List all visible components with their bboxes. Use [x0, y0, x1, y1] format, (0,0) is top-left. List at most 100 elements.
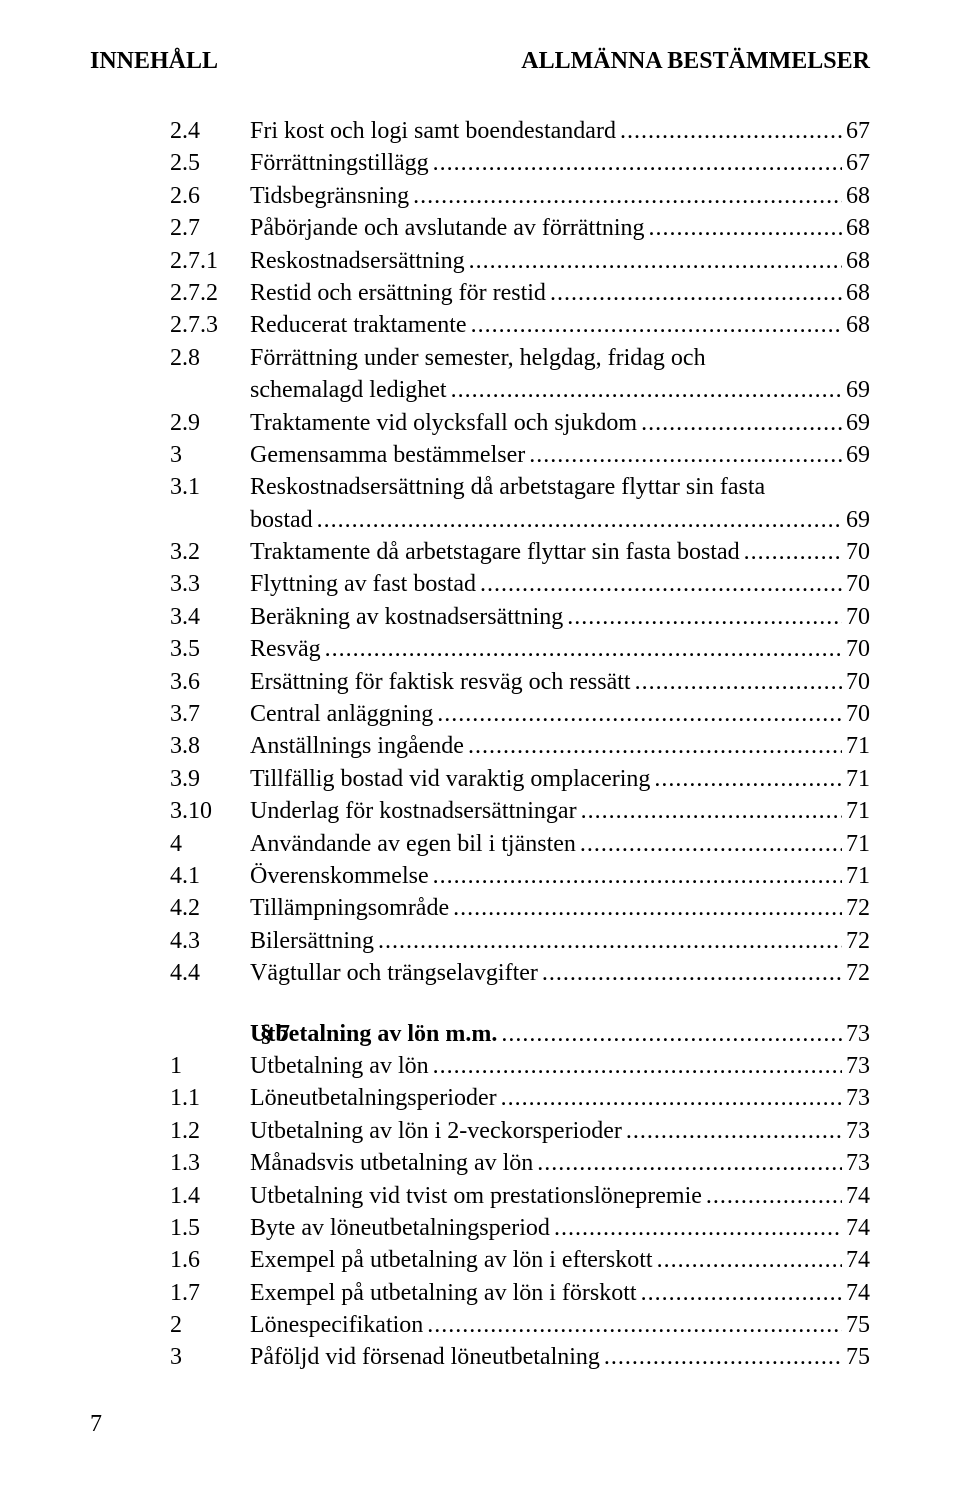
toc-number: 1.5	[170, 1212, 250, 1244]
toc-title-wrap: Exempel på utbetalning av lön i eftersko…	[250, 1244, 870, 1276]
toc-entry: 2.8Förrättning under semester, helgdag, …	[170, 342, 870, 407]
toc-entry: 2.7.2Restid och ersättning för restid 68	[170, 277, 870, 309]
toc-number: 2.4	[170, 115, 250, 147]
toc-title: Tidsbegränsning	[250, 180, 409, 212]
toc-title: Anställnings ingående	[250, 730, 464, 762]
toc-page: 73	[846, 1115, 870, 1147]
toc-title: Byte av löneutbetalningsperiod	[250, 1212, 550, 1244]
toc-number: 1.3	[170, 1147, 250, 1179]
toc-page: 74	[846, 1180, 870, 1212]
toc-page: 72	[846, 957, 870, 989]
toc-title: Central anläggning	[250, 698, 433, 730]
toc-title-wrap: Underlag för kostnadsersättningar 71	[250, 795, 870, 827]
toc-number: 1.7	[170, 1277, 250, 1309]
toc-title-wrap: Reskostnadsersättning då arbetstagare fl…	[250, 471, 870, 536]
toc-leader	[744, 536, 842, 568]
toc-title-wrap: Traktamente vid olycksfall och sjukdom 6…	[250, 407, 870, 439]
toc-entry: 1.3Månadsvis utbetalning av lön 73	[170, 1147, 870, 1179]
toc-title-wrap: Gemensamma bestämmelser 69	[250, 439, 870, 471]
toc-page: 69	[846, 407, 870, 439]
toc-leader	[537, 1147, 842, 1179]
toc-title: Tillämpningsområde	[250, 892, 449, 924]
toc-title-line2: bostad 69	[250, 504, 870, 536]
toc-number: 3.4	[170, 601, 250, 633]
toc-entry: 1.6Exempel på utbetalning av lön i efter…	[170, 1244, 870, 1276]
toc-entry: 4.2Tillämpningsområde 72	[170, 892, 870, 924]
toc-title: Tillfällig bostad vid varaktig omplaceri…	[250, 763, 650, 795]
toc-title-wrap: Traktamente då arbetstagare flyttar sin …	[250, 536, 870, 568]
toc-title-wrap: Lönespecifikation 75	[250, 1309, 870, 1341]
toc-number: 4.2	[170, 892, 250, 924]
toc-title: Traktamente då arbetstagare flyttar sin …	[250, 536, 740, 568]
toc-leader	[604, 1341, 842, 1373]
toc-leader	[554, 1212, 842, 1244]
toc-title: Lönespecifikation	[250, 1309, 423, 1341]
toc-title-wrap: Utbetalning av lön m.m. 73	[250, 1018, 870, 1050]
toc-page: 67	[846, 147, 870, 179]
toc-page: 73	[846, 1050, 870, 1082]
toc-entry: 1Utbetalning av lön 73	[170, 1050, 870, 1082]
toc-number: 3	[170, 439, 250, 471]
toc-title: Reskostnadsersättning	[250, 245, 465, 277]
toc-leader	[325, 633, 842, 665]
toc-leader	[542, 957, 842, 989]
toc-title: Exempel på utbetalning av lön i förskott	[250, 1277, 637, 1309]
toc-page: 68	[846, 245, 870, 277]
toc-leader	[501, 1082, 842, 1114]
toc-number: 3.9	[170, 763, 250, 795]
toc-title-wrap: Tillämpningsområde 72	[250, 892, 870, 924]
toc-title-wrap: Användande av egen bil i tjänsten 71	[250, 828, 870, 860]
toc-number: 1.4	[170, 1180, 250, 1212]
toc-leader	[433, 147, 842, 179]
toc-entry: 3.8Anställnings ingående 71	[170, 730, 870, 762]
toc-page: 72	[846, 892, 870, 924]
toc-title: Påföljd vid försenad löneutbetalning	[250, 1341, 600, 1373]
toc-page: 68	[846, 277, 870, 309]
toc-leader	[471, 309, 842, 341]
toc-title: Exempel på utbetalning av lön i eftersko…	[250, 1244, 653, 1276]
toc-leader	[580, 828, 842, 860]
toc-entry: 2.4Fri kost och logi samt boendestandard…	[170, 115, 870, 147]
toc-title-wrap: Reducerat traktamente 68	[250, 309, 870, 341]
toc-title: Användande av egen bil i tjänsten	[250, 828, 576, 860]
toc-entry: 3.2Traktamente då arbetstagare flyttar s…	[170, 536, 870, 568]
toc-number: 3.10	[170, 795, 250, 827]
toc-title: Beräkning av kostnadsersättning	[250, 601, 563, 633]
toc-entry: 4.3Bilersättning 72	[170, 925, 870, 957]
toc-title: Månadsvis utbetalning av lön	[250, 1147, 533, 1179]
toc-leader	[437, 698, 842, 730]
toc-leader	[581, 795, 842, 827]
toc-number: 2.8	[170, 342, 250, 374]
toc-page: 68	[846, 309, 870, 341]
toc-title-wrap: Central anläggning 70	[250, 698, 870, 730]
toc-number: 4.3	[170, 925, 250, 957]
toc-leader	[413, 180, 842, 212]
toc-title-wrap: Byte av löneutbetalningsperiod 74	[250, 1212, 870, 1244]
toc-title: Reducerat traktamente	[250, 309, 467, 341]
toc-title: Utbetalning vid tvist om prestationslöne…	[250, 1180, 702, 1212]
toc-number: 2.9	[170, 407, 250, 439]
toc-title-wrap: Vägtullar och trängselavgifter 72	[250, 957, 870, 989]
toc-number: 4	[170, 828, 250, 860]
section-number: § 7	[260, 1018, 290, 1050]
toc-title-wrap: Bilersättning 72	[250, 925, 870, 957]
toc-entry: 2.9Traktamente vid olycksfall och sjukdo…	[170, 407, 870, 439]
toc-leader	[480, 568, 842, 600]
toc-entry: § 7Utbetalning av lön m.m. 73	[170, 1018, 870, 1050]
toc-page: 68	[846, 212, 870, 244]
toc-entry: 3.6Ersättning för faktisk resväg och res…	[170, 666, 870, 698]
toc-number: 3.8	[170, 730, 250, 762]
toc-number: 2.7	[170, 212, 250, 244]
toc-number: 2.7.3	[170, 309, 250, 341]
toc-leader	[635, 666, 842, 698]
toc-title-cont: schemalagd ledighet	[250, 374, 447, 406]
toc-number: 3.3	[170, 568, 250, 600]
toc-entry: 2.7.3Reducerat traktamente 68	[170, 309, 870, 341]
toc-page: 71	[846, 795, 870, 827]
toc-number: 1.6	[170, 1244, 250, 1276]
toc-entry: 3Gemensamma bestämmelser 69	[170, 439, 870, 471]
toc-entry: 2.7Påbörjande och avslutande av förrättn…	[170, 212, 870, 244]
toc-entry: 3Påföljd vid försenad löneutbetalning 75	[170, 1341, 870, 1373]
toc-title-wrap: Anställnings ingående 71	[250, 730, 870, 762]
page-header: INNEHÅLL ALLMÄNNA BESTÄMMELSER	[90, 48, 870, 75]
